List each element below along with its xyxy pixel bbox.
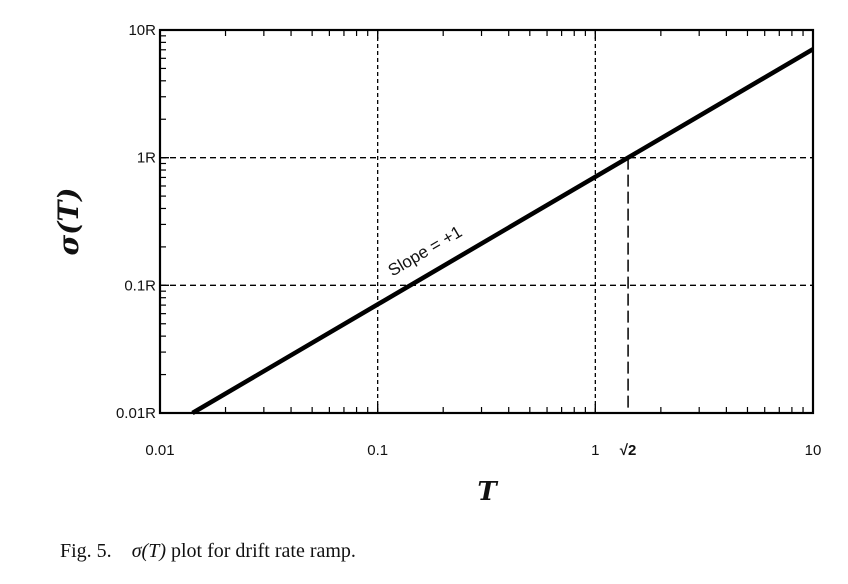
y-axis-label: σ(T) (52, 188, 85, 256)
y-tick-label: 1R (137, 150, 156, 167)
x-tick-label: 1 (591, 442, 599, 459)
slope-annotation: Slope = +1 (385, 222, 466, 280)
caption-prefix: Fig. 5. (60, 540, 112, 562)
x-tick-labels: 0.01 0.1 1 10 √2 (145, 442, 821, 459)
y-tick-labels: 0.01R 0.1R 1R 10R (116, 22, 156, 422)
minor-ticks (159, 29, 814, 414)
caption-math: σ(T) (131, 540, 166, 562)
y-tick-label: 0.1R (124, 277, 156, 294)
x-axis-label: T (477, 477, 498, 507)
series-group (191, 47, 815, 415)
figure-caption: Fig. 5. σ(T) plot for drift rate ramp. (60, 540, 356, 563)
x-tick-label: 0.01 (145, 442, 174, 459)
y-tick-label: 0.01R (116, 405, 156, 422)
y-tick-label: 10R (128, 22, 156, 39)
sigma-tau-chart: 0.01 0.1 1 10 √2 0.01R 0.1R 1R 10R σ(T) T Slope… (52, 22, 821, 507)
plot-frame (158, 28, 815, 415)
caption-text: plot for drift rate ramp. (171, 540, 356, 562)
x-tick-label: 0.1 (367, 442, 388, 459)
x-tick-label-sqrt2: √2 (620, 442, 637, 459)
series-line (191, 47, 815, 415)
x-tick-label: 10 (805, 442, 822, 459)
grid-lines (160, 30, 813, 413)
